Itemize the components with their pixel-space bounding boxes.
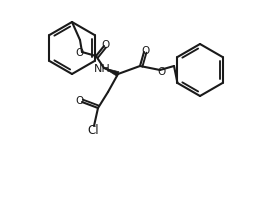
Text: O: O [102, 40, 110, 50]
Text: O: O [142, 46, 150, 56]
Text: NH: NH [94, 64, 110, 74]
Text: O: O [157, 67, 165, 77]
Text: Cl: Cl [87, 124, 99, 137]
Text: O: O [75, 48, 83, 58]
Polygon shape [104, 68, 119, 76]
Text: O: O [75, 96, 83, 106]
